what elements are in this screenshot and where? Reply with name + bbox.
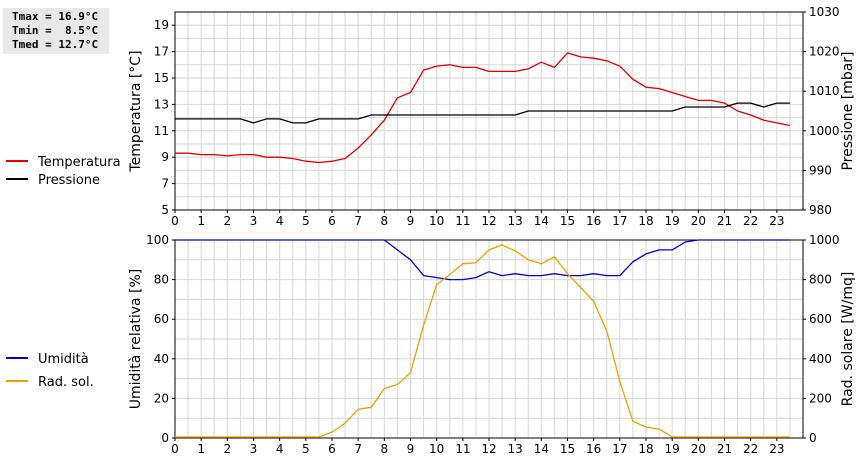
- y-left-tick-label: 13: [154, 97, 169, 111]
- legend-label: Temperatura: [37, 155, 121, 170]
- series-line-pressione: [175, 102, 790, 124]
- y-left-tick-label: 5: [161, 203, 169, 217]
- series-line-temperatura: [175, 52, 791, 164]
- x-tick-label: 13: [508, 442, 523, 456]
- y-left-tick-label: 0: [161, 431, 169, 445]
- legend-label: Rad. sol.: [38, 375, 94, 390]
- x-tick-label: 15: [560, 442, 575, 456]
- x-tick-label: 5: [302, 442, 310, 456]
- y-left-tick-label: 9: [161, 150, 169, 164]
- x-tick-label: 20: [691, 214, 706, 228]
- x-tick-label: 18: [638, 442, 653, 456]
- x-tick-label: 21: [717, 214, 732, 228]
- legend-label: Umidità: [38, 352, 89, 367]
- x-tick-label: 16: [586, 214, 601, 228]
- x-tick-label: 10: [429, 442, 444, 456]
- chart-panel-0: 0 1 2 3 4 5 6 7 8 9 10 11 12 13 14 15 16 17 18 19 20 21 22 2357…: [6, 5, 856, 228]
- x-tick-label: 9: [407, 214, 415, 228]
- x-tick-label: 18: [638, 214, 653, 228]
- y-right-tick-label: 1000: [809, 233, 840, 247]
- x-tick-label: 20: [691, 442, 706, 456]
- y-right-tick-label: 400: [809, 352, 832, 366]
- x-tick-label: 16: [586, 442, 601, 456]
- y-left-axis-label: Temperatura [°C]: [128, 50, 144, 172]
- y-left-tick-label: 15: [154, 71, 169, 85]
- x-tick-label: 3: [250, 214, 258, 228]
- y-right-axis-label: Rad. solare [W/mq]: [840, 272, 856, 407]
- y-left-tick-label: 40: [154, 352, 169, 366]
- tmed-text: Tmed = 12.7°C: [12, 38, 99, 51]
- y-right-axis-label: Pressione [mbar]: [840, 51, 856, 170]
- y-left-tick-label: 80: [154, 273, 169, 287]
- x-tick-label: 2: [224, 442, 232, 456]
- chart-panel-1: 0 1 2 3 4 5 6 7 8 9 10 11 12 13 14 15 16 17 18 19 20 21 22 2302…: [6, 233, 856, 456]
- y-right-tick-label: 1000: [809, 124, 840, 138]
- x-tick-label: 6: [328, 442, 336, 456]
- y-right-tick-label: 1020: [809, 45, 840, 59]
- stats-box: Tmax = 16.9°C Tmin = 8.5°C Tmed = 12.7°C: [3, 8, 109, 54]
- x-tick-label: 17: [612, 442, 627, 456]
- y-right-tick-label: 600: [809, 312, 832, 326]
- x-tick-label: 22: [743, 214, 758, 228]
- x-tick-label: 14: [534, 442, 549, 456]
- y-right-tick-label: 800: [809, 273, 832, 287]
- series-line-umidit-: [175, 239, 790, 281]
- x-tick-label: 11: [455, 442, 470, 456]
- x-tick-label: 21: [717, 442, 732, 456]
- y-left-tick-label: 60: [154, 312, 169, 326]
- series-line-rad-sol-: [175, 244, 790, 438]
- tmax-text: Tmax = 16.9°C: [12, 10, 99, 23]
- y-left-tick-label: 20: [154, 391, 169, 405]
- y-right-tick-label: 1030: [809, 5, 840, 19]
- x-tick-label: 23: [769, 442, 784, 456]
- x-tick-label: 6: [328, 214, 336, 228]
- tmin-text: Tmin = 8.5°C: [12, 24, 99, 37]
- x-tick-label: 15: [560, 214, 575, 228]
- x-tick-label: 7: [354, 442, 362, 456]
- x-tick-label: 19: [665, 214, 680, 228]
- x-tick-label: 7: [354, 214, 362, 228]
- x-tick-label: 11: [455, 214, 470, 228]
- x-tick-label: 12: [481, 214, 496, 228]
- y-left-tick-label: 19: [154, 18, 169, 32]
- y-right-tick-label: 1010: [809, 84, 840, 98]
- x-tick-label: 9: [407, 442, 415, 456]
- x-tick-label: 14: [534, 214, 549, 228]
- x-tick-label: 12: [481, 442, 496, 456]
- x-tick-label: 0: [171, 214, 179, 228]
- y-right-tick-label: 200: [809, 391, 832, 405]
- y-right-tick-label: 990: [809, 163, 832, 177]
- x-tick-label: 23: [769, 214, 784, 228]
- legend-label: Pressione: [38, 173, 100, 188]
- x-tick-label: 19: [665, 442, 680, 456]
- x-tick-label: 3: [250, 442, 258, 456]
- y-right-tick-label: 980: [809, 203, 832, 217]
- x-tick-label: 13: [508, 214, 523, 228]
- y-right-tick-label: 0: [809, 431, 817, 445]
- x-tick-label: 8: [381, 442, 389, 456]
- y-left-tick-label: 100: [146, 233, 169, 247]
- x-tick-label: 8: [381, 214, 389, 228]
- x-tick-label: 4: [276, 442, 284, 456]
- x-tick-label: 0: [171, 442, 179, 456]
- y-left-tick-label: 17: [154, 45, 169, 59]
- x-tick-label: 5: [302, 214, 310, 228]
- x-tick-label: 22: [743, 442, 758, 456]
- x-tick-label: 2: [224, 214, 232, 228]
- x-tick-label: 1: [197, 214, 205, 228]
- x-tick-label: 17: [612, 214, 627, 228]
- y-left-axis-label: Umidità relativa [%]: [128, 269, 144, 410]
- x-tick-label: 10: [429, 214, 444, 228]
- y-left-tick-label: 7: [161, 177, 169, 191]
- x-tick-label: 1: [197, 442, 205, 456]
- y-left-tick-label: 11: [154, 124, 169, 138]
- x-tick-label: 4: [276, 214, 284, 228]
